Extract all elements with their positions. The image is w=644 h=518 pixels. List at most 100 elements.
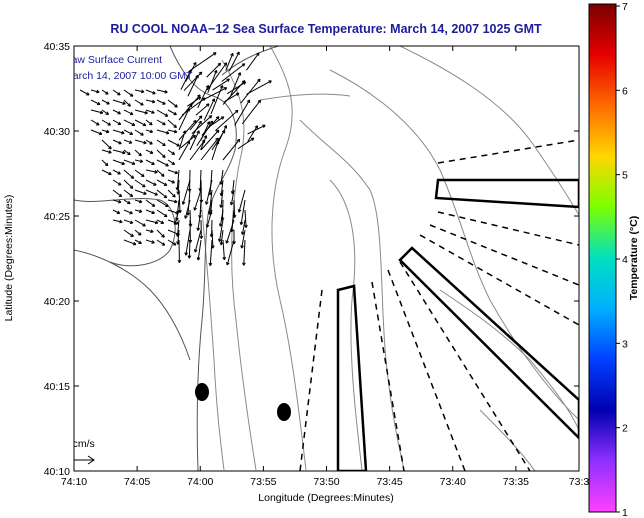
current-vector [222, 239, 227, 261]
current-vector [134, 159, 144, 164]
current-vector [145, 209, 155, 215]
current-vector [112, 139, 122, 145]
current-vector [134, 89, 145, 94]
current-vector [246, 52, 260, 71]
current-vector [225, 52, 234, 71]
current-vector [226, 239, 235, 266]
current-vector [222, 138, 241, 161]
current-vector [199, 219, 204, 239]
current-vector [134, 169, 145, 178]
current-vector [167, 119, 177, 129]
current-vector [123, 169, 135, 179]
current-vector [191, 115, 213, 135]
current-vector [145, 109, 155, 114]
current-vector [145, 169, 158, 174]
current-vector [90, 109, 104, 115]
y-tick-label: 40:10 [44, 466, 70, 478]
current-vector [167, 199, 178, 204]
current-vector [181, 179, 191, 205]
x-tick-label: 73:45 [376, 476, 402, 488]
current-vector [240, 78, 261, 104]
current-vector [123, 239, 137, 246]
current-vector [177, 239, 182, 263]
current-vector [207, 69, 218, 93]
current-vector [112, 189, 123, 198]
y-tick-label: 40:25 [44, 211, 70, 223]
current-vector [101, 119, 111, 126]
current-vector [195, 103, 210, 116]
x-tick-label: 74:05 [124, 476, 150, 488]
current-vector [112, 109, 121, 115]
current-vector [185, 62, 197, 82]
current-vector [224, 92, 240, 103]
current-vector [112, 179, 122, 186]
current-vector [156, 229, 165, 238]
current-vector [209, 116, 225, 127]
current-vector [156, 239, 166, 246]
current-vector [247, 124, 266, 135]
scale-label: 50 cm/s [58, 438, 95, 450]
current-vector [184, 229, 191, 256]
current-vector [193, 229, 202, 253]
current-vector [145, 119, 153, 126]
current-vector [184, 199, 191, 219]
current-vector [247, 125, 259, 142]
current-vector [134, 239, 142, 244]
current-vector [145, 179, 157, 186]
current-vector [156, 159, 169, 167]
current-vector [112, 129, 125, 135]
current-vector [134, 179, 146, 188]
legend-line-2: March 14, 2007 10:00 GMT [64, 70, 193, 82]
current-vector [156, 199, 169, 208]
current-vector [212, 78, 230, 91]
current-vector [123, 89, 134, 97]
current-vector [219, 229, 224, 246]
current-vector [167, 239, 177, 246]
current-vector [134, 229, 142, 236]
colorbar-tick-label: 7 [622, 1, 628, 13]
current-vector [237, 137, 255, 150]
current-vector [167, 189, 176, 198]
current-vector [215, 109, 239, 132]
current-vector [134, 189, 147, 195]
y-axis: 40:35 40:30 40:25 40:20 40:15 40:10 [44, 41, 579, 478]
current-vector [134, 99, 144, 106]
current-vector [173, 209, 180, 225]
current-vector [112, 219, 123, 224]
current-vector [112, 89, 121, 96]
current-vector [112, 159, 125, 166]
current-vector [196, 239, 202, 261]
current-vector [189, 115, 203, 131]
current-vector [112, 199, 122, 204]
chart-title: RU COOL NOAA−12 Sea Surface Temperature:… [110, 22, 542, 36]
current-vector [167, 109, 177, 116]
current-vector [145, 129, 154, 134]
current-vector [234, 99, 251, 126]
current-vector [123, 139, 133, 144]
colorbar [588, 3, 617, 513]
current-vector [156, 99, 166, 105]
current-vector [237, 189, 246, 213]
colorbar-tick-label: 6 [622, 85, 628, 97]
x-tick-label: 73:55 [250, 476, 276, 488]
current-vector [156, 179, 168, 186]
current-vector [145, 159, 155, 165]
current-vector [123, 159, 136, 166]
current-vector [134, 219, 146, 227]
current-vector [123, 219, 134, 225]
solid-polygons [336, 178, 579, 471]
current-vector [167, 179, 175, 184]
current-vector [123, 229, 134, 238]
current-vector [101, 129, 110, 134]
current-vector [156, 89, 168, 94]
current-vector [90, 129, 103, 136]
current-vector [101, 139, 112, 150]
current-vector [145, 99, 156, 104]
current-vector [200, 135, 208, 151]
current-vector [134, 199, 143, 204]
radial-dashed-lines [299, 139, 579, 471]
legend-line-1: Raw Surface Current [64, 54, 162, 66]
current-vector [101, 89, 109, 95]
current-vector [167, 139, 180, 147]
